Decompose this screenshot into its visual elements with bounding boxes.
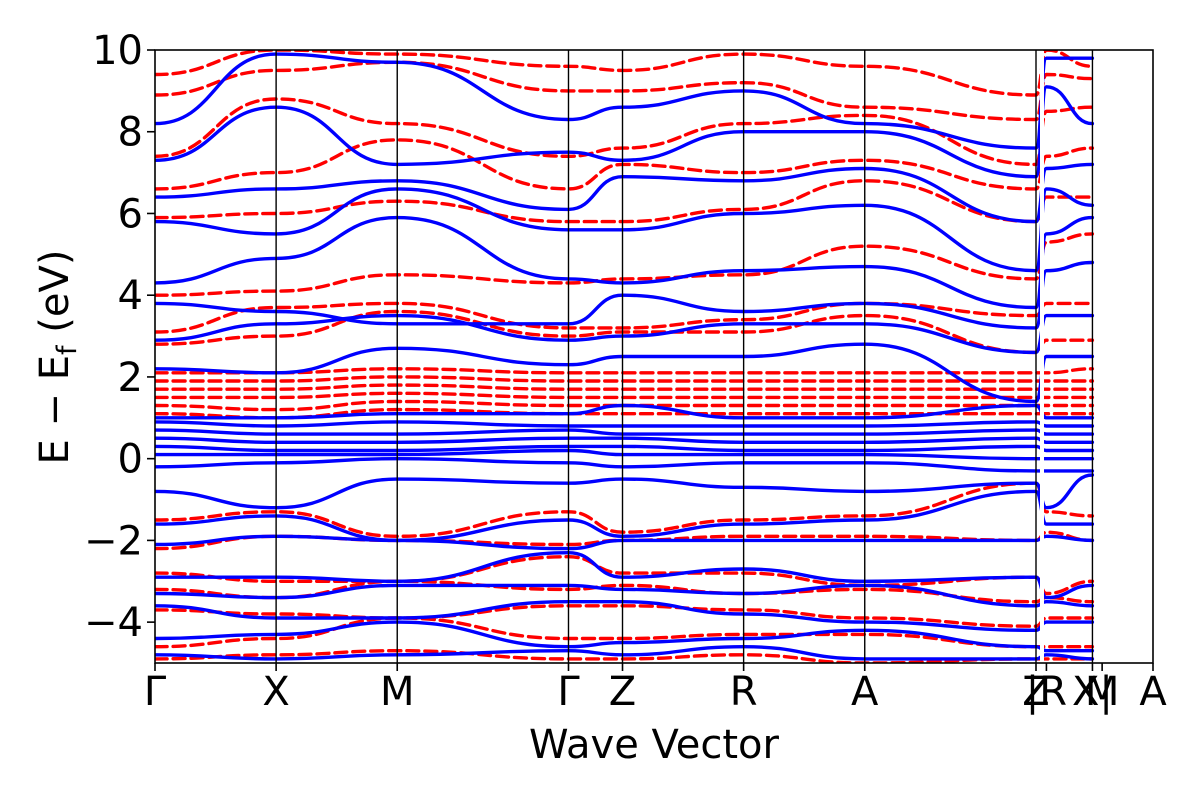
y-tick-label: −2 xyxy=(84,518,143,564)
x-tick-label: M xyxy=(1085,669,1120,715)
blue-band-line xyxy=(155,444,1095,453)
red-band-line xyxy=(155,50,1095,97)
y-tick-label: 8 xyxy=(118,110,143,156)
blue-band-line xyxy=(155,456,1095,473)
y-tick-label: 0 xyxy=(118,437,143,483)
blue-band-line xyxy=(155,52,1095,150)
plot-frame xyxy=(154,49,1154,664)
y-tick-label: 2 xyxy=(118,355,143,401)
y-axis-title-main: E − E xyxy=(32,355,78,465)
red-band-line xyxy=(155,375,1095,383)
y-axis-title-subscript: f xyxy=(52,344,83,355)
x-tick-label: M xyxy=(380,669,415,715)
blue-band-line xyxy=(155,162,1095,224)
x-tick-label: Γ xyxy=(557,669,580,715)
x-tick-label: Γ xyxy=(144,669,167,715)
blue-band-line xyxy=(155,473,1095,510)
red-band-line xyxy=(155,604,1095,628)
y-axis: −4 −2 0 2 4 6 8 10 xyxy=(84,28,155,646)
x-axis-title: Wave Vector xyxy=(529,722,780,768)
x-tick-label: X| xyxy=(1072,669,1113,715)
y-tick-label: 10 xyxy=(92,28,143,74)
x-tick-label: Z xyxy=(1022,669,1049,715)
blue-band-line xyxy=(155,85,1095,179)
x-tick-label: Z xyxy=(609,669,636,715)
blue-band-line xyxy=(155,644,1095,661)
red-band-line xyxy=(155,179,1095,224)
red-band-line xyxy=(155,481,1095,539)
blue-band-line xyxy=(155,313,1095,355)
blue-band-line xyxy=(155,260,1095,330)
x-axis: Γ X M Γ Z R A Z|R X|M A xyxy=(144,663,1167,715)
red-band-line xyxy=(155,391,1095,400)
blue-band-line xyxy=(155,420,1095,428)
y-tick-label: 6 xyxy=(118,191,143,237)
y-tick-label: 4 xyxy=(118,273,143,319)
high-symmetry-lines xyxy=(275,50,1101,663)
x-tick-label: X xyxy=(262,669,289,715)
series-solid-blue xyxy=(155,52,1095,661)
y-axis-title-unit: (eV) xyxy=(32,250,78,346)
red-band-line xyxy=(155,648,1095,663)
x-tick-label: R xyxy=(730,669,758,715)
plot-area xyxy=(155,50,1095,663)
red-band-line xyxy=(155,383,1095,391)
y-tick-label: −4 xyxy=(84,600,143,646)
blue-band-line xyxy=(155,436,1095,445)
segment-break-gap xyxy=(1040,51,1045,662)
blue-band-line xyxy=(155,428,1095,436)
y-axis-title: E − Ef (eV) xyxy=(32,250,83,465)
x-tick-label: A xyxy=(851,669,879,715)
blue-band-line xyxy=(155,403,1095,420)
x-tick-label: A xyxy=(1139,669,1167,715)
x-tick-label: |R xyxy=(1026,669,1067,715)
segment-break-gap xyxy=(1096,51,1101,662)
